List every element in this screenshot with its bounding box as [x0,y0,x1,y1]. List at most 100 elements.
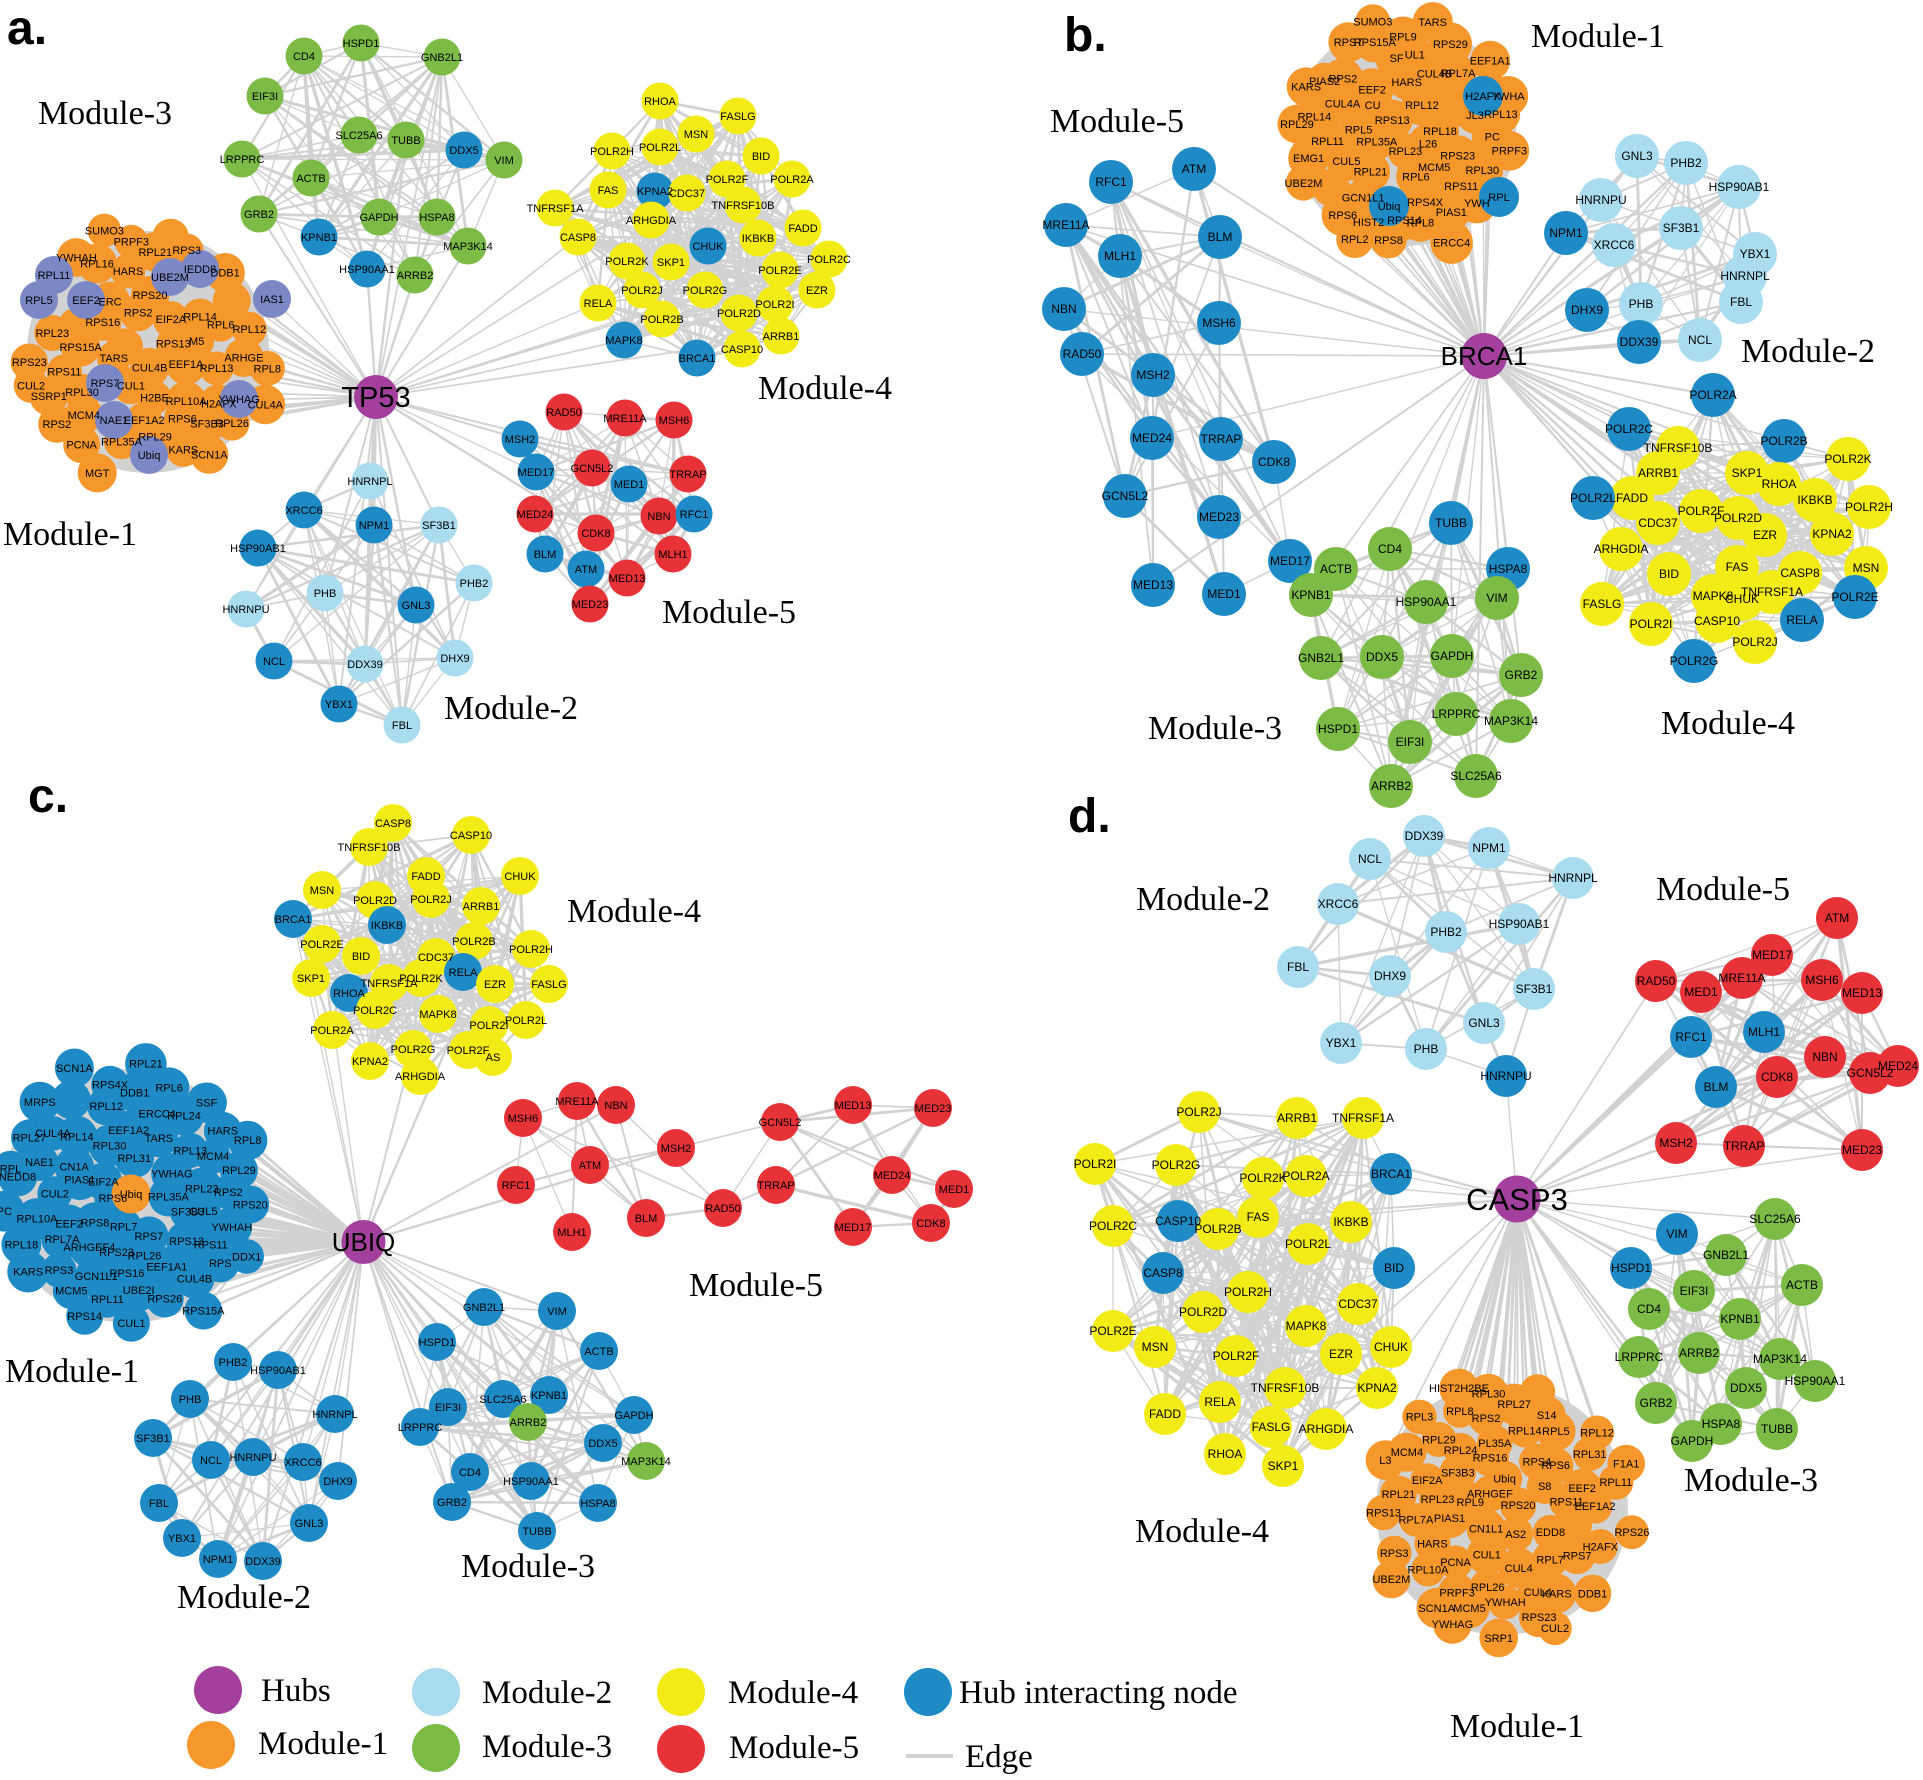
svg-text:POLR2E: POLR2E [300,939,343,951]
svg-text:POLR2B: POLR2B [1760,434,1807,448]
svg-text:MSH6: MSH6 [1202,316,1236,330]
svg-text:UBE2M: UBE2M [151,272,189,284]
svg-text:MED24: MED24 [874,1170,911,1182]
svg-text:POLR2K: POLR2K [399,973,443,985]
svg-text:MCM5: MCM5 [55,1286,87,1298]
svg-text:POLR2H: POLR2H [509,944,553,956]
svg-text:Module-5: Module-5 [662,594,796,631]
svg-text:POLR2E: POLR2E [1089,1324,1136,1338]
svg-text:HIST2: HIST2 [1353,217,1384,229]
svg-text:CASP8: CASP8 [560,232,596,244]
svg-text:FBL: FBL [392,720,412,732]
svg-text:YWHAG: YWHAG [1432,1619,1474,1631]
svg-text:SUMO3: SUMO3 [1353,17,1392,29]
svg-text:GAPDH: GAPDH [1671,1434,1714,1448]
svg-text:MAP3K14: MAP3K14 [1484,714,1538,728]
svg-text:PC: PC [0,1206,12,1218]
svg-text:PHB2: PHB2 [460,578,489,590]
svg-text:BRCA1: BRCA1 [1371,1167,1411,1181]
svg-text:IKBKB: IKBKB [1333,1215,1368,1229]
svg-text:VIM: VIM [1666,1227,1687,1241]
svg-text:RPS3: RPS3 [172,245,201,257]
svg-text:ARHGDIA: ARHGDIA [1299,1422,1354,1436]
svg-text:d.: d. [1068,790,1111,843]
svg-text:GNL3: GNL3 [1468,1016,1500,1030]
svg-text:Module-4: Module-4 [1661,705,1795,742]
svg-text:POLR2C: POLR2C [1089,1219,1137,1233]
svg-text:TUBB: TUBB [1761,1422,1793,1436]
svg-text:ARRB2: ARRB2 [397,270,434,282]
svg-text:MAP3K14: MAP3K14 [621,1456,671,1468]
svg-text:MCM5: MCM5 [1418,162,1450,174]
svg-text:RPL35A: RPL35A [101,437,143,449]
svg-text:Module-3: Module-3 [38,95,172,132]
svg-text:DHX9: DHX9 [1571,303,1603,317]
svg-text:NBN: NBN [647,511,670,523]
svg-text:RPL35A: RPL35A [148,1192,190,1204]
svg-text:EEF1A: EEF1A [169,359,205,371]
svg-text:NBN: NBN [1051,302,1076,316]
svg-text:NBN: NBN [604,1100,627,1112]
svg-text:POLR2H: POLR2H [1224,1285,1272,1299]
svg-text:HSPD1: HSPD1 [1611,1261,1651,1275]
svg-text:FAS: FAS [598,185,619,197]
svg-text:VIM: VIM [494,155,514,167]
svg-text:FADD: FADD [788,223,817,235]
svg-text:RPS16: RPS16 [109,1268,144,1280]
svg-text:TNFRSF10B: TNFRSF10B [338,842,401,854]
svg-text:TRRAP: TRRAP [1201,432,1242,446]
svg-text:DDX39: DDX39 [245,1556,280,1568]
svg-text:POLR2C: POLR2C [353,1005,397,1017]
svg-text:RPS14: RPS14 [1387,215,1422,227]
svg-text:MSN: MSN [310,885,335,897]
svg-text:HSPD1: HSPD1 [1318,722,1358,736]
svg-text:FAS: FAS [1247,1210,1270,1224]
svg-text:RPS6: RPS6 [168,414,197,426]
svg-text:RHOA: RHOA [333,988,365,1000]
svg-text:RPS7: RPS7 [135,1231,164,1243]
svg-text:LRPPRC: LRPPRC [220,154,265,166]
svg-text:VIM: VIM [1486,591,1507,605]
svg-text:RELA: RELA [1786,613,1817,627]
svg-text:HARS: HARS [113,266,144,278]
svg-text:MED24: MED24 [1132,431,1172,445]
svg-text:PHB2: PHB2 [1430,925,1462,939]
svg-text:BLM: BLM [1208,230,1233,244]
svg-text:POLR2J: POLR2J [621,285,663,297]
svg-text:BID: BID [352,951,370,963]
svg-text:RPS15A: RPS15A [1354,37,1397,49]
svg-text:SF: SF [1390,53,1404,65]
svg-text:CUL2: CUL2 [41,1188,69,1200]
svg-text:HARS: HARS [208,1126,239,1138]
svg-text:CDC37: CDC37 [1638,516,1678,530]
svg-text:FBL: FBL [1287,960,1309,974]
svg-text:DDB1: DDB1 [120,1087,149,1099]
svg-text:RPL6: RPL6 [207,320,235,332]
svg-text:POLR2L: POLR2L [639,142,681,154]
svg-text:POLR2E: POLR2E [758,265,801,277]
svg-text:RPS11: RPS11 [1550,1497,1584,1509]
svg-text:GNL3: GNL3 [295,1518,324,1530]
svg-text:ERCC4: ERCC4 [139,1109,176,1121]
svg-text:HSPD1: HSPD1 [343,38,380,50]
svg-text:MRPS: MRPS [24,1097,56,1109]
svg-text:UBE2M: UBE2M [1285,178,1323,190]
svg-text:RPS11: RPS11 [47,367,81,379]
svg-text:GRB2: GRB2 [437,1497,467,1509]
svg-text:RPS13: RPS13 [156,339,191,351]
svg-text:PIAS1: PIAS1 [1434,1513,1465,1525]
svg-text:ACTB: ACTB [1786,1278,1818,1292]
svg-text:CUL2: CUL2 [17,380,45,392]
svg-text:RPS11: RPS11 [1444,181,1478,193]
svg-text:RPL26: RPL26 [215,418,249,430]
svg-text:RPS4X: RPS4X [1407,197,1444,209]
svg-text:EZR: EZR [1753,528,1777,542]
svg-text:PRPF3: PRPF3 [114,236,149,248]
svg-text:YWHAG: YWHAG [151,1168,193,1180]
svg-text:POLR2D: POLR2D [1714,511,1762,525]
svg-text:RPS29: RPS29 [1433,39,1468,51]
svg-text:YWHA: YWHA [1492,91,1526,103]
svg-text:ACTB: ACTB [296,173,325,185]
svg-text:EEF1A1: EEF1A1 [1470,56,1511,68]
svg-text:RPS23: RPS23 [1440,151,1475,163]
